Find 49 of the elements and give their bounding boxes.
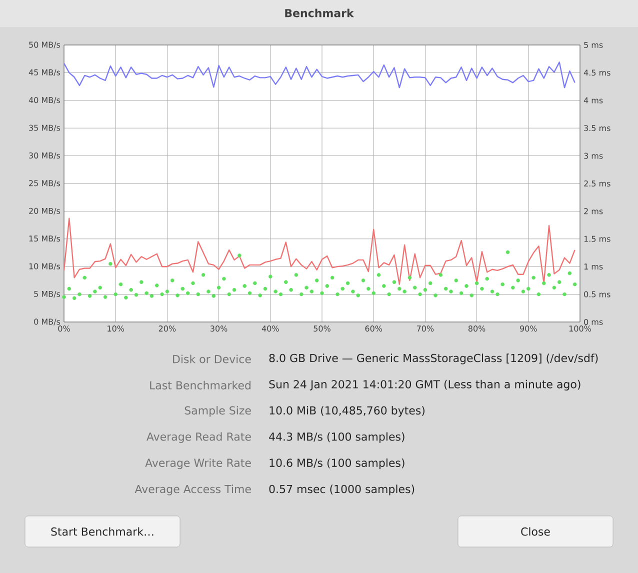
y-tick-label: 35 MB/s	[29, 124, 60, 132]
x-tick-label: 0%	[58, 326, 70, 332]
y-tick-label: 0 MB/s	[34, 318, 60, 326]
x-tick-label: 30%	[210, 326, 228, 332]
text: Disk or Device	[173, 354, 251, 364]
y-tick-label: 40 MB/s	[28, 97, 60, 104]
x-tick-label: 90%	[520, 326, 537, 332]
y2-tick-label: 1.5 ms	[584, 236, 610, 242]
y-tick-label: 5 MB/s	[34, 291, 60, 298]
x-tick-label: 70%	[416, 326, 434, 332]
y2-tick-label: 4 ms	[584, 97, 603, 104]
y2-tick-label: 3.5 ms	[584, 125, 610, 132]
text: Average Write Rate	[145, 458, 251, 470]
line-series	[64, 62, 576, 88]
text: Average Read Rate	[146, 432, 251, 443]
y2-tick-label: 2 ms	[584, 208, 603, 214]
y-tick-label: 25 MB/s	[29, 180, 60, 187]
y2-tick-label: 0.5 ms	[584, 291, 610, 298]
text: 8.0 GB Drive — Generic MassStorageClass [1209] (/dev/sdf)	[269, 354, 598, 364]
x-tick-label: 100%	[569, 326, 591, 332]
y2-tick-label: 4.5 ms	[584, 70, 610, 76]
text: Start Benchmark…	[51, 527, 154, 536]
text: 10.6 MB/s (100 samples)	[270, 458, 404, 470]
x-tick-label: 10%	[108, 326, 124, 332]
y-tick-label: 10 MB/s	[29, 263, 60, 270]
y2-tick-label: 5 ms	[584, 42, 603, 48]
y2-tick-label: 1 ms	[584, 264, 603, 270]
text: Sample Size	[184, 406, 251, 417]
y-tick-label: 45 MB/s	[28, 69, 60, 76]
x-tick-label: 50%	[314, 326, 330, 332]
y2-tick-label: 2.5 ms	[584, 180, 610, 187]
text: Last Benchmarked	[150, 380, 250, 390]
x-tick-label: 60%	[365, 326, 382, 332]
y2-tick-label: 0 ms	[584, 318, 603, 326]
x-tick-label: 80%	[468, 326, 486, 332]
y-tick-label: 30 MB/s	[29, 152, 60, 160]
text: 10.0 MiB (10,485,760 bytes)	[270, 406, 424, 417]
x-tick-label: 40%	[262, 326, 279, 332]
text: 44.3 MB/s (100 samples)	[269, 432, 404, 443]
text: Sun 24 Jan 2021 14:01:20 GMT (Less than a minute ago)	[269, 380, 580, 391]
chart-title: Benchmark	[285, 8, 354, 18]
text: Average Access Time	[134, 484, 251, 496]
y-tick-label: 20 MB/s	[29, 208, 60, 215]
y-tick-label: 15 MB/s	[29, 236, 60, 242]
text: 0.57 msec (1000 samples)	[269, 484, 414, 496]
text: Close	[521, 527, 550, 536]
x-tick-label: 20%	[158, 326, 176, 332]
y-tick-label: 50 MB/s	[29, 42, 60, 48]
y2-tick-label: 3 ms	[584, 152, 603, 159]
